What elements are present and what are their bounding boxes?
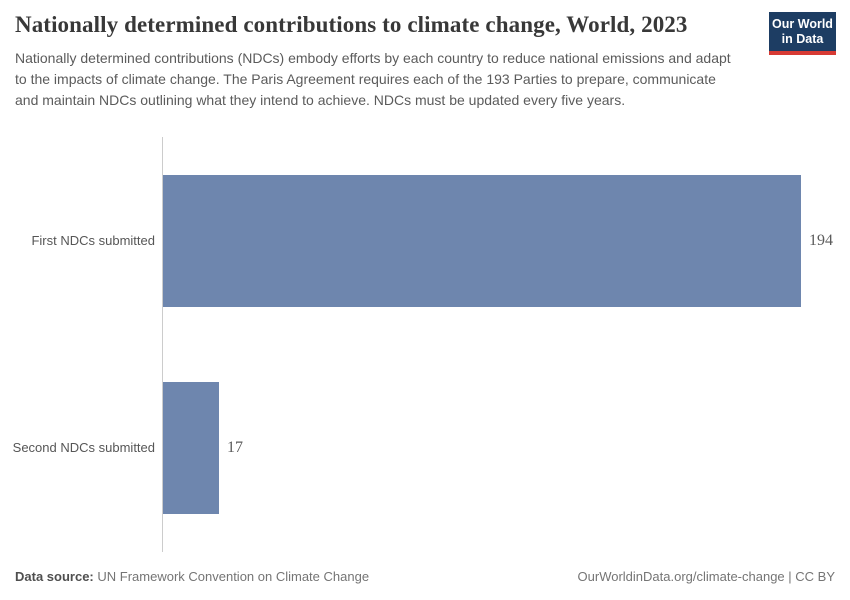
data-source: Data source: UN Framework Convention on …	[15, 569, 369, 584]
y-axis-line	[162, 137, 163, 552]
bar-2[interactable]	[163, 382, 219, 514]
value-label: 17	[227, 439, 243, 456]
owid-logo-line1: Our World	[772, 17, 833, 31]
chart-title: Nationally determined contributions to c…	[15, 12, 688, 37]
owid-logo-line2: in Data	[781, 32, 824, 46]
data-source-value: UN Framework Convention on Climate Chang…	[97, 569, 370, 584]
chart-subtitle: Nationally determined contributions (NDC…	[15, 50, 731, 108]
category-label: Second NDCs submitted	[12, 440, 155, 455]
value-label: 194	[809, 232, 833, 249]
data-source-label: Data source:	[15, 569, 94, 584]
category-label: First NDCs submitted	[31, 233, 155, 248]
bar-1[interactable]	[163, 175, 801, 307]
owid-logo-accent-bar	[769, 51, 836, 55]
owid-logo: Our World in Data	[769, 12, 836, 51]
attribution-link[interactable]: OurWorldinData.org/climate-change | CC B…	[577, 569, 835, 584]
